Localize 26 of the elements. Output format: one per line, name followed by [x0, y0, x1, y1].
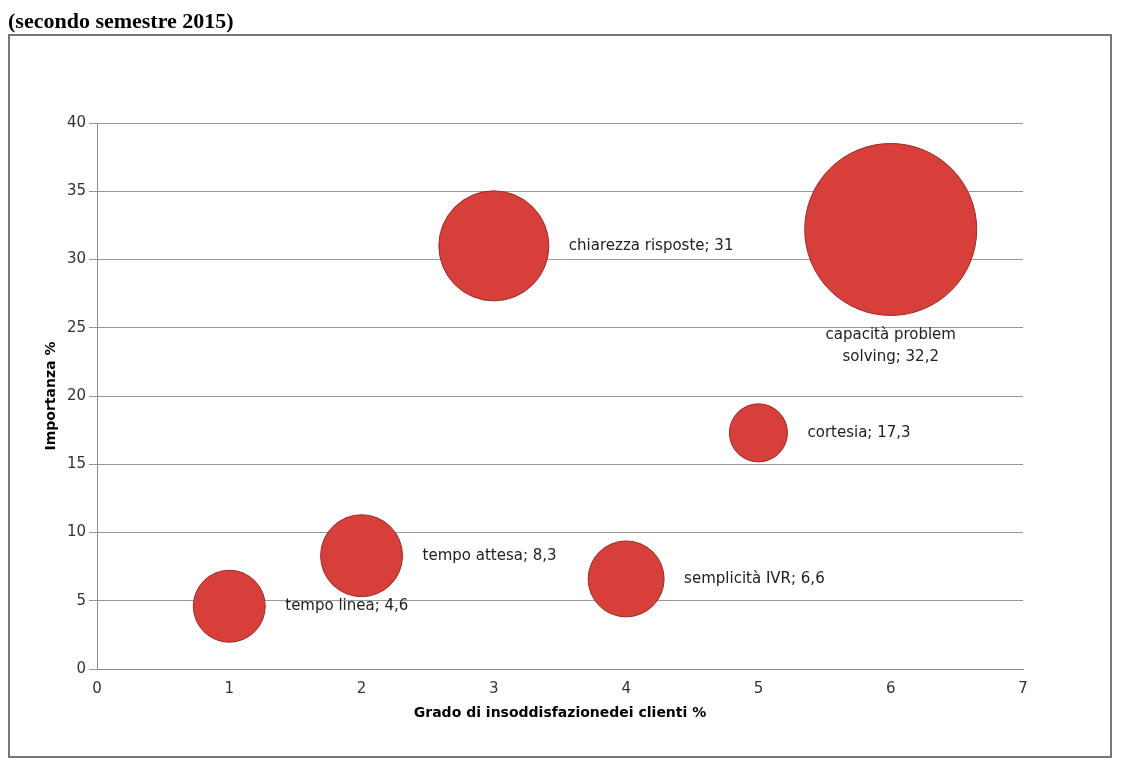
y-tick-label: 30	[66, 249, 86, 268]
data-label: semplicità IVR; 6,6	[684, 568, 825, 587]
x-tick-label: 7	[1018, 678, 1028, 697]
data-label: tempo attesa; 8,3	[422, 545, 557, 564]
x-tick-label: 0	[92, 678, 102, 697]
y-tick-label: 40	[66, 112, 86, 131]
x-tick-label: 6	[885, 678, 896, 697]
data-label: capacità problem solving; 32,2	[825, 324, 956, 365]
y-tick-label: 10	[66, 522, 86, 541]
data-label: cortesia; 17,3	[807, 422, 911, 441]
y-tick-label: 25	[66, 317, 86, 336]
x-tick-label: 3	[489, 678, 499, 697]
data-label: chiarezza risposte; 31	[568, 235, 734, 254]
data-label: tempo linea; 4,6	[285, 596, 409, 615]
y-axis-title: Importanza %	[42, 341, 59, 451]
x-tick-label: 2	[356, 678, 367, 697]
x-tick-label: 5	[753, 678, 764, 697]
y-tick-label: 35	[66, 181, 86, 200]
x-tick-label: 4	[621, 678, 631, 697]
x-axis-title: Grado di insoddisfazionedei clienti %	[413, 704, 707, 721]
y-tick-label: 15	[66, 454, 86, 473]
chart-title: (secondo semestre 2015)	[8, 8, 235, 34]
y-tick-label: 20	[66, 385, 86, 404]
y-tick-label: 0	[76, 658, 86, 677]
x-tick-label: 1	[224, 678, 235, 697]
y-tick-label: 5	[76, 590, 86, 609]
